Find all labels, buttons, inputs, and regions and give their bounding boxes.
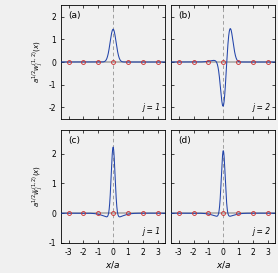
- Text: j = 1: j = 1: [143, 227, 161, 236]
- X-axis label: $x/a$: $x/a$: [105, 259, 121, 270]
- Text: j = 1: j = 1: [143, 103, 161, 112]
- X-axis label: $x/a$: $x/a$: [215, 259, 231, 270]
- Text: j = 2: j = 2: [253, 227, 271, 236]
- Text: (d): (d): [178, 135, 191, 144]
- Text: j = 2: j = 2: [253, 103, 271, 112]
- Text: (c): (c): [68, 135, 80, 144]
- Text: (a): (a): [68, 11, 81, 20]
- Y-axis label: $a^{1/2} \tilde{w}_j^{(1,2)}(x)$: $a^{1/2} \tilde{w}_j^{(1,2)}(x)$: [31, 165, 46, 207]
- Text: (b): (b): [178, 11, 191, 20]
- Y-axis label: $a^{1/2} w_j^{(1,2)}(x)$: $a^{1/2} w_j^{(1,2)}(x)$: [31, 41, 46, 83]
